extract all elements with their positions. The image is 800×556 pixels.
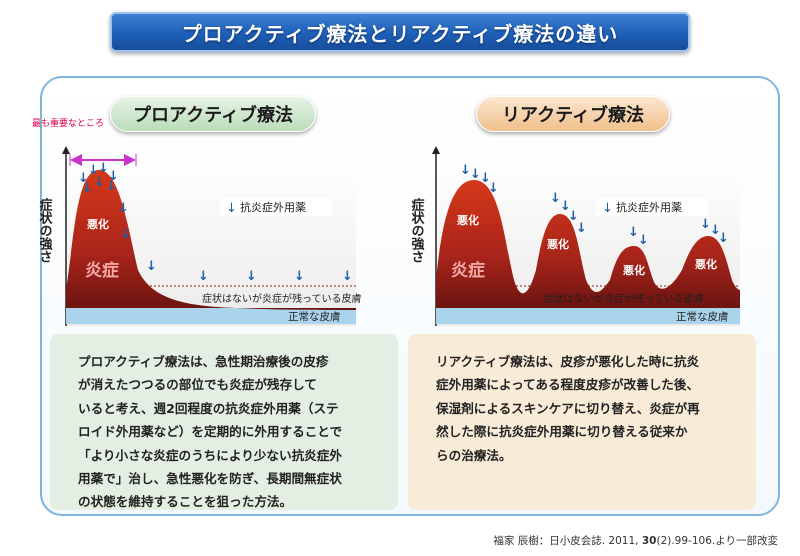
legend-arrow-icon: ↓ — [602, 201, 613, 216]
drug-arrow-icon: ↓ — [246, 269, 257, 284]
reactive-description-panel: リアクティブ療法は、皮疹が悪化した時に抗炎 症外用薬によってある程度皮疹が改善し… — [408, 334, 756, 510]
legend-box — [596, 198, 708, 216]
reactive-chart: 症状の強さ 悪化 悪化 悪化 悪化 炎症 ↓ 抗炎症外用薬 症状はないが炎症が残… — [410, 146, 740, 326]
citation-volume: 30 — [641, 535, 657, 547]
legend-label: 抗炎症外用薬 — [616, 200, 682, 214]
drug-arrow-icon: ↓ — [342, 269, 353, 284]
drug-arrow-icon: ↓ — [108, 169, 119, 184]
drug-arrow-icon: ↓ — [120, 227, 131, 242]
reactive-heading: リアクティブ療法 — [476, 96, 670, 132]
drug-arrow-icon: ↓ — [82, 181, 93, 196]
y-axis-label: 症状の強さ — [410, 197, 424, 263]
drug-arrow-icon: ↓ — [146, 259, 157, 274]
residual-label: 症状はないが炎症が残っている皮膚 — [202, 292, 362, 305]
citation-source: 福家 辰樹：日小皮会誌. 2011, — [493, 535, 642, 547]
drug-arrow-icon: ↓ — [470, 167, 481, 182]
citation-pages: (2).99-106.より一部改変 — [656, 535, 778, 547]
peak-label-worsen: 悪化 — [457, 213, 479, 227]
inflammation-label: 炎症 — [451, 260, 485, 281]
inflammation-waves — [436, 180, 740, 308]
peak-label-worsen: 悪化 — [87, 217, 109, 231]
legend-label: 抗炎症外用薬 — [240, 200, 306, 214]
legend-arrow-icon: ↓ — [226, 201, 237, 216]
citation: 福家 辰樹：日小皮会誌. 2011, 30(2).99-106.より一部改変 — [493, 533, 778, 548]
y-axis-arrowhead — [62, 146, 70, 154]
y-axis-label: 症状の強さ — [37, 197, 53, 263]
inflammation-peak — [66, 169, 356, 310]
drug-arrow-icon: ↓ — [88, 163, 99, 178]
proactive-description-panel: プロアクティブ療法は、急性期治療後の皮疹 が消えたつつるの部位でも炎症が残存して… — [50, 334, 398, 510]
peak-label-worsen: 悪化 — [695, 257, 717, 271]
residual-label: 症状はないが炎症が残っている皮膚 — [544, 292, 704, 305]
drug-arrow-icon: ↓ — [198, 269, 209, 284]
drug-arrow-icon: ↓ — [638, 233, 649, 248]
drug-arrow-icon: ↓ — [488, 181, 499, 196]
peak-label-worsen: 悪化 — [547, 237, 569, 251]
drug-arrow-icon: ↓ — [294, 269, 305, 284]
y-axis-arrowhead — [432, 146, 440, 154]
title-banner: プロアクティブ療法とリアクティブ療法の違い — [110, 12, 690, 52]
proactive-description: プロアクティブ療法は、急性期治療後の皮疹 が消えたつつるの部位でも炎症が残存して… — [78, 354, 343, 510]
drug-arrow-icon: ↓ — [710, 223, 721, 238]
drug-arrow-icon: ↓ — [94, 175, 105, 190]
drug-arrow-icon: ↓ — [118, 201, 129, 216]
legend-box — [220, 198, 332, 216]
drug-arrow-icon: ↓ — [550, 191, 561, 206]
normal-skin-label: 正常な皮膚 — [676, 310, 729, 323]
drug-arrow-icon: ↓ — [480, 171, 491, 186]
most-important-note: 最も重要なところ — [32, 119, 105, 129]
treatment-arrows: ↓ ↓ ↓ ↓ ↓ ↓ ↓ ↓ ↓ ↓ ↓ ↓ ↓ ↓ — [78, 161, 353, 284]
drug-arrow-icon: ↓ — [560, 199, 571, 214]
page-title: プロアクティブ療法とリアクティブ療法の違い — [181, 21, 619, 46]
proactive-chart: 症状の強さ 悪化 炎症 ↓ 抗炎症外用薬 症状はないが炎症が残っている皮膚 正常… — [37, 146, 362, 326]
drug-arrow-icon: ↓ — [576, 221, 587, 236]
drug-arrow-icon: ↓ — [628, 225, 639, 240]
drug-arrow-icon: ↓ — [98, 161, 109, 176]
normal-skin-band — [66, 308, 356, 324]
drug-arrow-icon: ↓ — [106, 179, 117, 194]
reactive-description: リアクティブ療法は、皮疹が悪化した時に抗炎 症外用薬によってある程度皮疹が改善し… — [436, 354, 700, 463]
drug-arrow-icon: ↓ — [460, 163, 471, 178]
normal-skin-band — [436, 308, 740, 324]
peak-label-worsen: 悪化 — [623, 263, 645, 277]
drug-arrow-icon: ↓ — [718, 231, 729, 246]
normal-skin-label: 正常な皮膚 — [288, 310, 341, 323]
treatment-arrows: ↓ ↓ ↓ ↓ ↓ ↓ ↓ ↓ ↓ ↓ ↓ ↓ ↓ — [460, 163, 729, 248]
proactive-heading: プロアクティブ療法 — [110, 96, 316, 132]
inflammation-label: 炎症 — [85, 260, 119, 281]
drug-arrow-icon: ↓ — [700, 217, 711, 232]
drug-arrow-icon: ↓ — [568, 209, 579, 224]
drug-arrow-icon: ↓ — [78, 171, 89, 186]
